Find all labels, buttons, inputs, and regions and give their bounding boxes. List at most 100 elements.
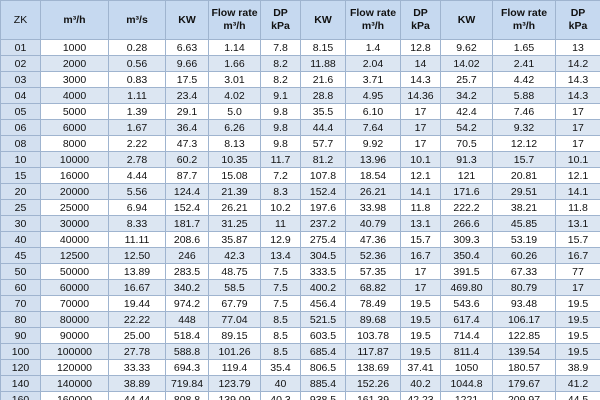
table-cell: 11.11 (108, 231, 166, 248)
table-cell: 12500 (40, 247, 109, 264)
table-cell: 80000 (40, 311, 109, 328)
table-cell: 160000 (40, 391, 109, 400)
table-cell: 12.1 (555, 167, 600, 184)
table-cell: 685.4 (300, 343, 346, 360)
table-cell: 17 (555, 103, 600, 120)
table-row: 50 50000 13.89 283.5 48.75 7.5 333.5 57.35 17 391… (0, 263, 600, 280)
table-cell: 4000 (40, 87, 109, 104)
table-cell: 100000 (40, 343, 109, 360)
table-cell: 93.48 (492, 295, 556, 312)
row-label: 06 (0, 119, 41, 136)
table-cell: 35.87 (208, 231, 261, 248)
table-cell: 13.89 (108, 263, 166, 280)
table-cell: 106.17 (492, 311, 556, 328)
table-cell: 171.6 (440, 183, 493, 200)
table-cell: 12.9 (260, 231, 301, 248)
header-cell: ZK (0, 0, 41, 40)
row-label: 10 (0, 151, 41, 168)
table-cell: 13.96 (345, 151, 401, 168)
table-cell: 1.66 (208, 55, 261, 72)
table-cell: 6.94 (108, 199, 166, 216)
table-cell: 4.44 (108, 167, 166, 184)
table-cell: 456.4 (300, 295, 346, 312)
table-cell: 9.62 (440, 39, 493, 56)
header-cell: DP kPa (260, 0, 301, 40)
table-cell: 17 (555, 279, 600, 296)
table-cell: 7.5 (260, 295, 301, 312)
table-header: ZK m³/h m³/s KW Flow rate m³/h DP kPa KW Flow r… (0, 0, 600, 40)
table-cell: 617.4 (440, 311, 493, 328)
table-cell: 8.2 (260, 55, 301, 72)
table-cell: 2.22 (108, 135, 166, 152)
table-cell: 60000 (40, 279, 109, 296)
table-cell: 25.00 (108, 327, 166, 344)
table-cell: 19.44 (108, 295, 166, 312)
table-cell: 16.7 (400, 247, 441, 264)
table-cell: 21.6 (300, 71, 346, 88)
table-row: 05 5000 1.39 29.1 5.0 9.8 35.5 6.10 17 42.4 7.46 17 (0, 103, 600, 120)
table-cell: 13.1 (555, 215, 600, 232)
row-label: 60 (0, 279, 41, 296)
table-cell: 40.3 (260, 391, 301, 400)
row-label: 03 (0, 71, 41, 88)
table-cell: 14.1 (555, 183, 600, 200)
table-cell: 8.5 (260, 327, 301, 344)
header-cell: m³/s (108, 0, 166, 40)
table-cell: 8.3 (260, 183, 301, 200)
table-cell: 6000 (40, 119, 109, 136)
table-cell: 35.5 (300, 103, 346, 120)
row-label: 05 (0, 103, 41, 120)
row-label: 01 (0, 39, 41, 56)
table-cell: 44.5 (555, 391, 600, 400)
table-cell: 123.79 (208, 375, 261, 392)
table-cell: 938.5 (300, 391, 346, 400)
table-cell: 14.2 (555, 55, 600, 72)
table-cell: 14 (400, 55, 441, 72)
table-cell: 67.79 (208, 295, 261, 312)
table-row: 40 40000 11.11 208.6 35.87 12.9 275.4 47.36 15.7… (0, 231, 600, 248)
table-cell: 12.1 (400, 167, 441, 184)
table-cell: 17 (555, 135, 600, 152)
table-cell: 17 (400, 263, 441, 280)
row-label: 08 (0, 135, 41, 152)
table-cell: 52.36 (345, 247, 401, 264)
table-cell: 17.5 (165, 71, 209, 88)
table-cell: 103.78 (345, 327, 401, 344)
row-label: 15 (0, 167, 41, 184)
table-row: 60 60000 16.67 340.2 58.5 7.5 400.2 68.82 17 469.… (0, 279, 600, 296)
table-cell: 48.75 (208, 263, 261, 280)
table-cell: 0.83 (108, 71, 166, 88)
table-cell: 974.2 (165, 295, 209, 312)
table-cell: 21.39 (208, 183, 261, 200)
table-cell: 8.2 (260, 71, 301, 88)
table-cell: 138.69 (345, 359, 401, 376)
table-cell: 543.6 (440, 295, 493, 312)
table-cell: 20000 (40, 183, 109, 200)
table-cell: 6.26 (208, 119, 261, 136)
table-cell: 12.50 (108, 247, 166, 264)
table-cell: 16.7 (555, 247, 600, 264)
table-cell: 10000 (40, 151, 109, 168)
table-cell: 180.57 (492, 359, 556, 376)
table-cell: 9.32 (492, 119, 556, 136)
row-label: 70 (0, 295, 41, 312)
table-cell: 11.8 (400, 199, 441, 216)
row-label: 90 (0, 327, 41, 344)
table-row: 100 100000 27.78 588.8 101.26 8.5 685.4 117.87 1… (0, 343, 600, 360)
table-row: 03 3000 0.83 17.5 3.01 8.2 21.6 3.71 14.3 25.7 4.4… (0, 71, 600, 88)
table-cell: 139.09 (208, 391, 261, 400)
table-cell: 469.80 (440, 279, 493, 296)
table-cell: 40.79 (345, 215, 401, 232)
header-row: ZK m³/h m³/s KW Flow rate m³/h DP kPa KW Flow r… (0, 0, 600, 40)
table-cell: 1221 (440, 391, 493, 400)
header-cell: DP kPa (555, 0, 600, 40)
header-cell: Flow rate m³/h (208, 0, 261, 40)
table-cell: 140000 (40, 375, 109, 392)
table-row: 70 70000 19.44 974.2 67.79 7.5 456.4 78.49 19.5 5… (0, 295, 600, 312)
table-cell: 719.84 (165, 375, 209, 392)
table-cell: 152.4 (300, 183, 346, 200)
table-cell: 12.12 (492, 135, 556, 152)
table-cell: 80.79 (492, 279, 556, 296)
table-cell: 7.8 (260, 39, 301, 56)
table-cell: 161.39 (345, 391, 401, 400)
